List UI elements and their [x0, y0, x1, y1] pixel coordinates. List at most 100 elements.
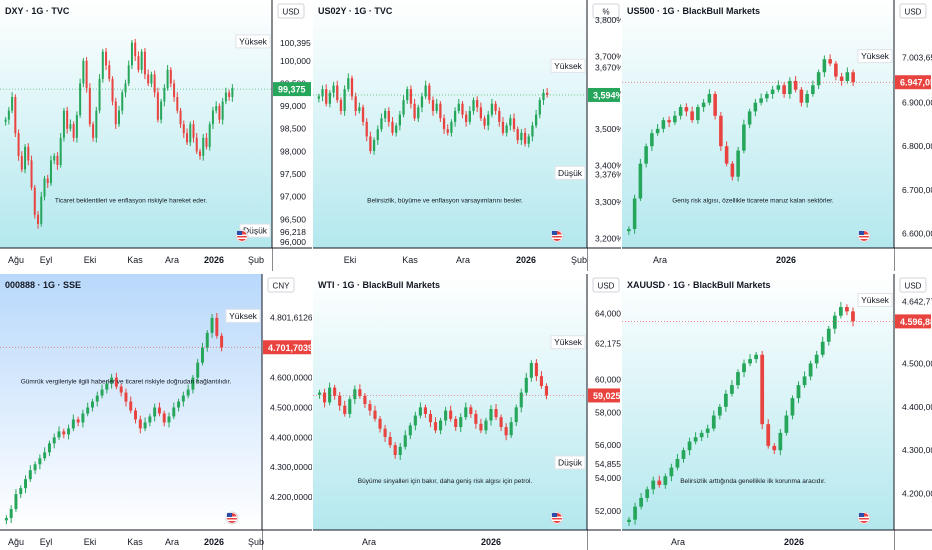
- candle: [675, 458, 680, 468]
- time-tick-label: 2026: [204, 255, 224, 265]
- candle: [137, 56, 140, 70]
- candle: [186, 133, 189, 143]
- price-tick-label: 100,395: [280, 38, 311, 48]
- candle: [747, 111, 752, 125]
- candle: [387, 110, 390, 122]
- time-tick-label: Kas: [402, 255, 418, 265]
- candle: [395, 125, 398, 133]
- price-tick-label: 52,000: [595, 506, 621, 516]
- candle: [839, 76, 844, 81]
- candle: [657, 480, 662, 485]
- candle: [138, 419, 142, 429]
- candle: [398, 114, 401, 126]
- us02y-chart-panel[interactable]: US02Y · 1G · TVC%3,800%3,700%3,670%3,600…: [313, 0, 621, 271]
- candle: [95, 110, 98, 138]
- plot-background: [313, 274, 587, 530]
- candle: [224, 92, 227, 102]
- candle: [799, 89, 804, 103]
- candle: [124, 392, 128, 402]
- candle: [37, 214, 40, 224]
- candle: [208, 124, 211, 147]
- candle: [699, 432, 704, 438]
- dxy-chart-panel[interactable]: DXY · 1G · TVCUSD100,395100,00099,50099,…: [0, 0, 312, 271]
- candle: [793, 80, 798, 90]
- candle: [220, 335, 224, 348]
- unit-box[interactable]: [277, 3, 305, 19]
- sse-chart-panel[interactable]: 000888 · 1G · SSE CNY 4.801,6126 4.600,0000…: [0, 274, 312, 550]
- candle: [53, 155, 56, 161]
- candle: [321, 89, 324, 97]
- high-label-box: [225, 308, 261, 323]
- candle: [523, 132, 527, 144]
- candle: [409, 89, 413, 104]
- candle: [778, 432, 783, 451]
- high-label: Yüksek: [861, 51, 890, 61]
- current-price-label: 4.596,88: [900, 317, 932, 327]
- candle: [192, 124, 195, 138]
- candle: [111, 78, 114, 102]
- candle: [134, 410, 138, 420]
- candle: [472, 100, 475, 111]
- time-axis-background: [0, 530, 262, 550]
- high-label: Yüksek: [861, 295, 890, 305]
- unit-box[interactable]: [267, 277, 295, 293]
- candle: [95, 395, 99, 402]
- price-tick-label: 3,400%: [595, 161, 621, 171]
- candle: [17, 133, 20, 156]
- us500-chart-panel[interactable]: US500 · 1G · BlackBull Markets USD 7.003,6…: [622, 0, 932, 271]
- wti-chart-panel[interactable]: WTI · 1G · BlackBull Markets USD 64,000 62,…: [313, 274, 621, 550]
- candle: [56, 155, 59, 165]
- candle: [47, 443, 51, 453]
- candle: [723, 393, 728, 407]
- unit-box[interactable]: [592, 277, 620, 293]
- candle: [325, 89, 328, 104]
- candle: [328, 387, 332, 403]
- candle: [200, 347, 204, 363]
- unit-box[interactable]: [899, 277, 927, 293]
- candle: [28, 470, 32, 480]
- candle: [450, 121, 453, 133]
- price-tick-label: 3,300%: [595, 197, 621, 207]
- candle: [446, 129, 449, 133]
- unit-label: CNY: [273, 282, 291, 291]
- candle: [317, 392, 322, 395]
- time-tick-label: Ara: [165, 255, 179, 265]
- xauusd-chart-panel[interactable]: XAUUSD · 1G · BlackBull Markets USD 4.642,…: [622, 274, 932, 550]
- unit-box[interactable]: [899, 3, 927, 19]
- price-tick-label: 54,000: [595, 473, 621, 483]
- chart-svg: US02Y · 1G · TVC%3,800%3,700%3,670%3,600…: [313, 0, 621, 271]
- candle: [730, 385, 734, 394]
- time-tick-label: Eki: [84, 537, 97, 547]
- candle: [828, 59, 832, 64]
- price-tick-label: 4.642,77: [902, 296, 932, 306]
- candle: [186, 389, 190, 396]
- candle: [40, 196, 43, 224]
- candle: [20, 155, 23, 170]
- unit-label: USD: [905, 8, 922, 17]
- candle: [428, 85, 431, 101]
- candle: [509, 118, 512, 126]
- candle: [776, 85, 781, 90]
- time-tick-label: 2026: [481, 537, 501, 547]
- candle: [332, 85, 335, 93]
- candle: [632, 198, 637, 229]
- candle: [86, 407, 90, 414]
- unit-box[interactable]: [592, 3, 620, 19]
- candle: [765, 94, 769, 99]
- candle: [678, 107, 683, 116]
- candle: [231, 87, 234, 98]
- candle: [531, 125, 534, 137]
- candle: [66, 110, 69, 129]
- price-tick-label: 98,500: [280, 124, 306, 134]
- candle: [820, 341, 825, 355]
- price-tick-label: 98,000: [280, 146, 306, 156]
- candle: [644, 146, 648, 164]
- candle: [514, 407, 518, 423]
- candle: [742, 363, 746, 373]
- candle: [365, 121, 368, 137]
- price-tick-label: 97,500: [280, 169, 306, 179]
- time-tick-label: Eki: [84, 255, 97, 265]
- candle: [546, 92, 549, 95]
- current-price-label: 4.701,7039: [268, 343, 312, 353]
- candle: [33, 187, 36, 215]
